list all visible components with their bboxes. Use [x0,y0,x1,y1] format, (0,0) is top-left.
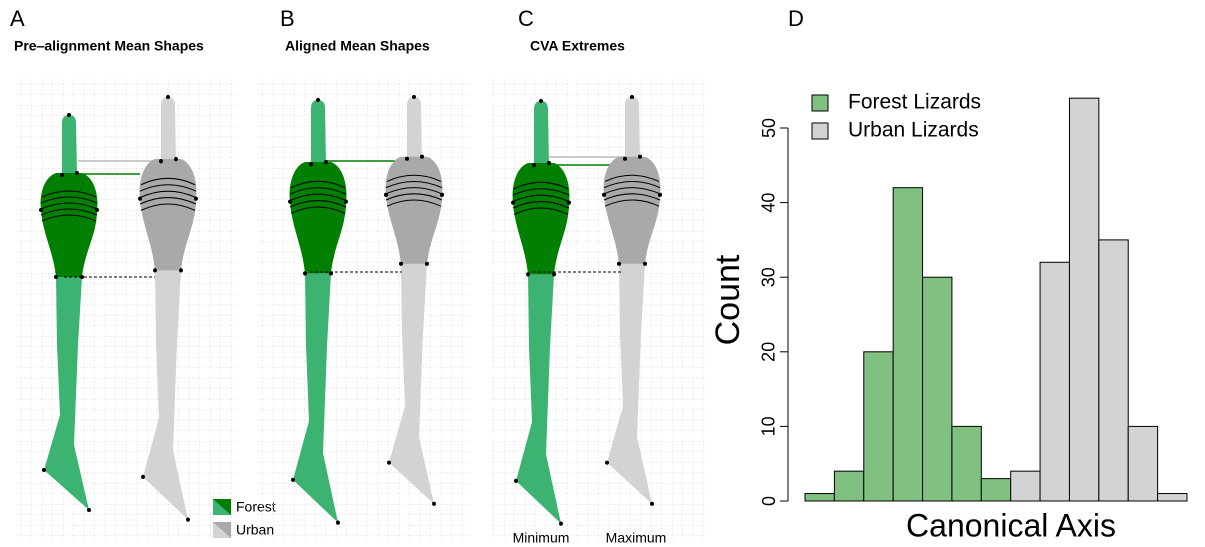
shape-label: Minimum [513,530,570,546]
legend-swatch [812,95,828,111]
panel-letter: D [788,6,804,31]
panel-letter: A [10,6,25,31]
bar [923,277,952,501]
panel-title: CVA Extremes [530,38,625,54]
y-tick-label: 10 [759,416,779,436]
y-axis-title: Count [709,254,747,345]
grid-background [258,78,470,540]
panel-title: Aligned Mean Shapes [285,38,430,54]
bar [1040,262,1069,501]
bar [864,352,893,501]
y-tick-label: 20 [759,342,779,362]
bar [805,494,834,501]
y-tick-label: 40 [759,193,779,213]
figure: A Pre‒alignment Mean Shapes Forest Urban… [0,0,1205,547]
x-axis-title: Canonical Axis [906,507,1116,543]
y-tick-label: 50 [759,118,779,138]
bar [1128,426,1157,501]
panel-letter: B [280,6,295,31]
panel-title: Pre‒alignment Mean Shapes [14,38,204,54]
panel-letter: C [518,6,534,31]
bar [893,188,922,501]
bar [1158,494,1187,501]
legend-label: Urban Lizards [848,119,979,142]
legend-swatch [812,123,828,139]
bar [1069,98,1098,501]
bar [981,479,1010,501]
bar [1099,240,1128,501]
histogram: 0 10 20 30 40 50 Count Canonical Axis Forest Liz… [709,91,1187,544]
bar [952,426,981,501]
y-tick-label: 30 [759,267,779,287]
legend-label: Forest Lizards [848,91,981,114]
y-tick-label: 0 [759,496,779,506]
shape-label: Maximum [606,530,667,546]
bar [1011,471,1040,501]
bar [834,471,863,501]
